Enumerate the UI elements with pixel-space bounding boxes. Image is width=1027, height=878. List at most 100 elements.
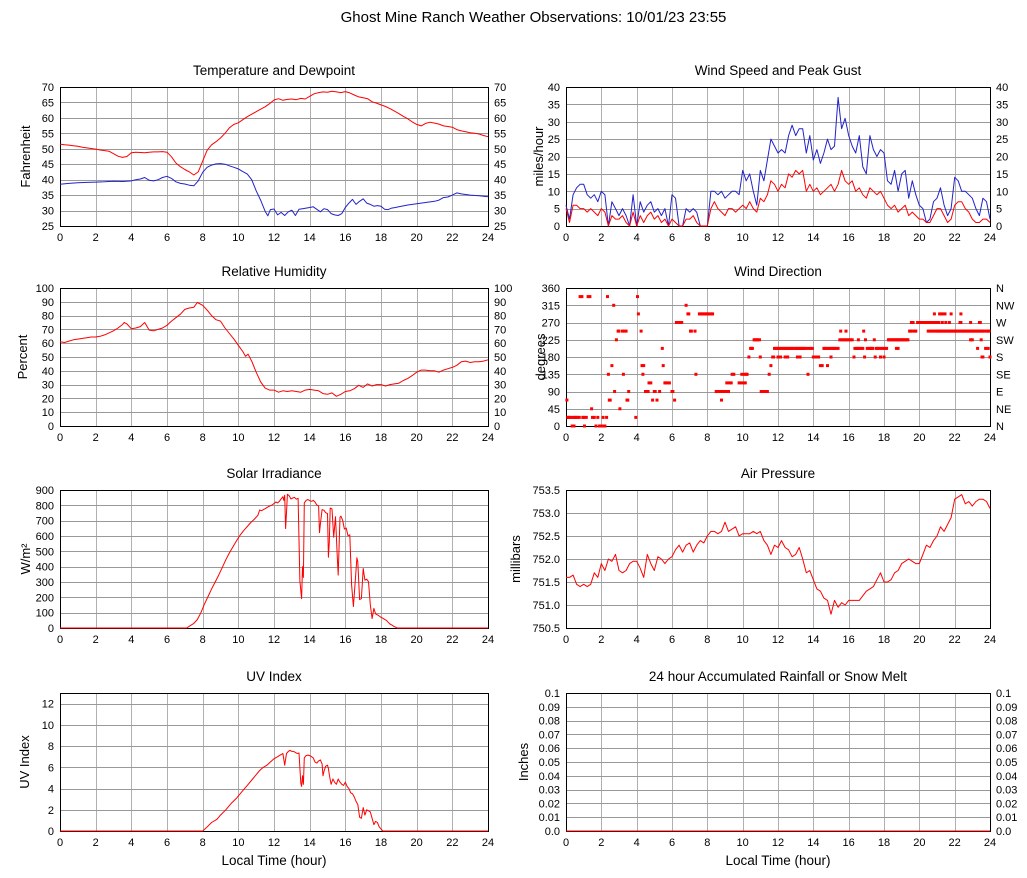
x-tick-label: 6 [164, 432, 170, 444]
y-tick-label-right: 0.07 [996, 729, 1017, 741]
chart-title: Solar Irradiance [226, 466, 321, 481]
y-tick-label: 80 [42, 311, 54, 323]
chart-title: Temperature and Dewpoint [193, 63, 355, 78]
x-tick-label: 24 [984, 232, 996, 244]
x-tick-label: 4 [634, 837, 640, 849]
y-tick-label: 0 [48, 623, 54, 635]
y-tick-label-right: 0.0 [996, 826, 1011, 838]
y-tick-label: 10 [42, 407, 54, 419]
x-tick-label: 16 [843, 837, 855, 849]
y-tick-label: 750.5 [532, 623, 560, 635]
x-tick-label: 4 [634, 634, 640, 646]
x-tick-label: 16 [339, 232, 351, 244]
y-tick-label-right: 55 [494, 128, 506, 140]
x-tick-label: 8 [704, 232, 710, 244]
y-tick-label: 0 [48, 826, 54, 838]
x-tick-label: 10 [737, 837, 749, 849]
page-title: Ghost Mine Ranch Weather Observations: 1… [340, 9, 727, 26]
y-tick-label-right: W [996, 318, 1007, 330]
y-tick-label: 5 [554, 204, 560, 216]
y-tick-label-right: N [996, 283, 1004, 295]
uv-index-line [60, 749, 488, 832]
x-tick-label: 18 [878, 634, 890, 646]
x-tick-label: 22 [949, 432, 961, 444]
x-tick-label: 4 [128, 232, 134, 244]
y-tick-label-right: 100 [494, 283, 512, 295]
y-tick-label-right: 20 [996, 152, 1008, 164]
y-tick-label: 25 [42, 221, 54, 233]
x-tick-label: 0 [563, 837, 569, 849]
y-tick-label: 50 [42, 352, 54, 364]
y-tick-label: 4 [48, 784, 54, 796]
x-tick-label: 10 [232, 837, 244, 849]
x-tick-label: 20 [411, 634, 423, 646]
x-tick-label: 12 [772, 232, 784, 244]
y-tick-label: 70 [42, 82, 54, 94]
y-tick-label-right: 90 [494, 297, 506, 309]
x-tick-label: 14 [807, 634, 819, 646]
x-tick-label: 2 [598, 432, 604, 444]
x-tick-label: 20 [411, 837, 423, 849]
y-tick-label: 300 [36, 577, 54, 589]
y-tick-label: 0 [48, 421, 54, 433]
y-tick-label: 600 [36, 531, 54, 543]
y-tick-label: 40 [548, 82, 560, 94]
x-tick-label: 2 [93, 634, 99, 646]
y-tick-label: 753.5 [532, 485, 560, 497]
x-tick-label: 18 [878, 432, 890, 444]
y-tick-label-right: 65 [494, 97, 506, 109]
wind-direction-points [565, 295, 992, 428]
chart-title: 24 hour Accumulated Rainfall or Snow Mel… [649, 669, 907, 684]
y-tick-label: 0.01 [539, 812, 560, 824]
y-tick-label: 315 [542, 300, 560, 312]
y-tick-label-right: 0.06 [996, 743, 1017, 755]
y-tick-label: 8 [48, 741, 54, 753]
x-tick-label: 20 [913, 232, 925, 244]
y-tick-label: 0.05 [539, 757, 560, 769]
x-tick-label: 14 [304, 634, 316, 646]
x-tick-label: 8 [704, 837, 710, 849]
x-tick-label: 24 [984, 634, 996, 646]
y-tick-label: 0.02 [539, 798, 560, 810]
x-tick-label: 24 [482, 232, 494, 244]
x-tick-label: 10 [737, 634, 749, 646]
x-tick-label: 20 [913, 634, 925, 646]
y-tick-label: 15 [548, 169, 560, 181]
x-tick-label: 20 [913, 432, 925, 444]
y-tick-label: 10 [42, 720, 54, 732]
x-tick-label: 2 [93, 432, 99, 444]
chart-title: UV Index [246, 669, 302, 684]
x-tick-label: 18 [375, 232, 387, 244]
y-axis-label: degrees [533, 333, 548, 380]
x-tick-label: 24 [482, 634, 494, 646]
x-tick-label: 4 [634, 432, 640, 444]
y-tick-label: 360 [542, 283, 560, 295]
y-tick-label: 0.07 [539, 729, 560, 741]
x-tick-label: 22 [949, 232, 961, 244]
x-tick-label: 12 [268, 232, 280, 244]
y-axis-label: Fahrenheit [18, 125, 33, 188]
y-axis-label: Inches [516, 742, 531, 781]
x-tick-label: 6 [669, 837, 675, 849]
y-tick-label-right: 50 [494, 144, 506, 156]
x-tick-label: 2 [598, 837, 604, 849]
y-axis-label: W/m² [18, 543, 33, 575]
y-tick-label: 100 [36, 608, 54, 620]
y-tick-label: 70 [42, 324, 54, 336]
x-tick-label: 22 [446, 432, 458, 444]
x-tick-label: 10 [232, 634, 244, 646]
x-tick-label: 16 [339, 837, 351, 849]
x-tick-label: 18 [878, 837, 890, 849]
x-tick-label: 24 [482, 837, 494, 849]
y-tick-label: 2 [48, 805, 54, 817]
y-tick-label-right: 80 [494, 311, 506, 323]
y-tick-label-right: 0.08 [996, 716, 1017, 728]
chart-title: Air Pressure [741, 466, 815, 481]
plot-frame [60, 87, 489, 227]
x-tick-label: 8 [200, 837, 206, 849]
x-tick-label: 12 [772, 634, 784, 646]
x-axis-label: Local Time (hour) [221, 853, 326, 868]
